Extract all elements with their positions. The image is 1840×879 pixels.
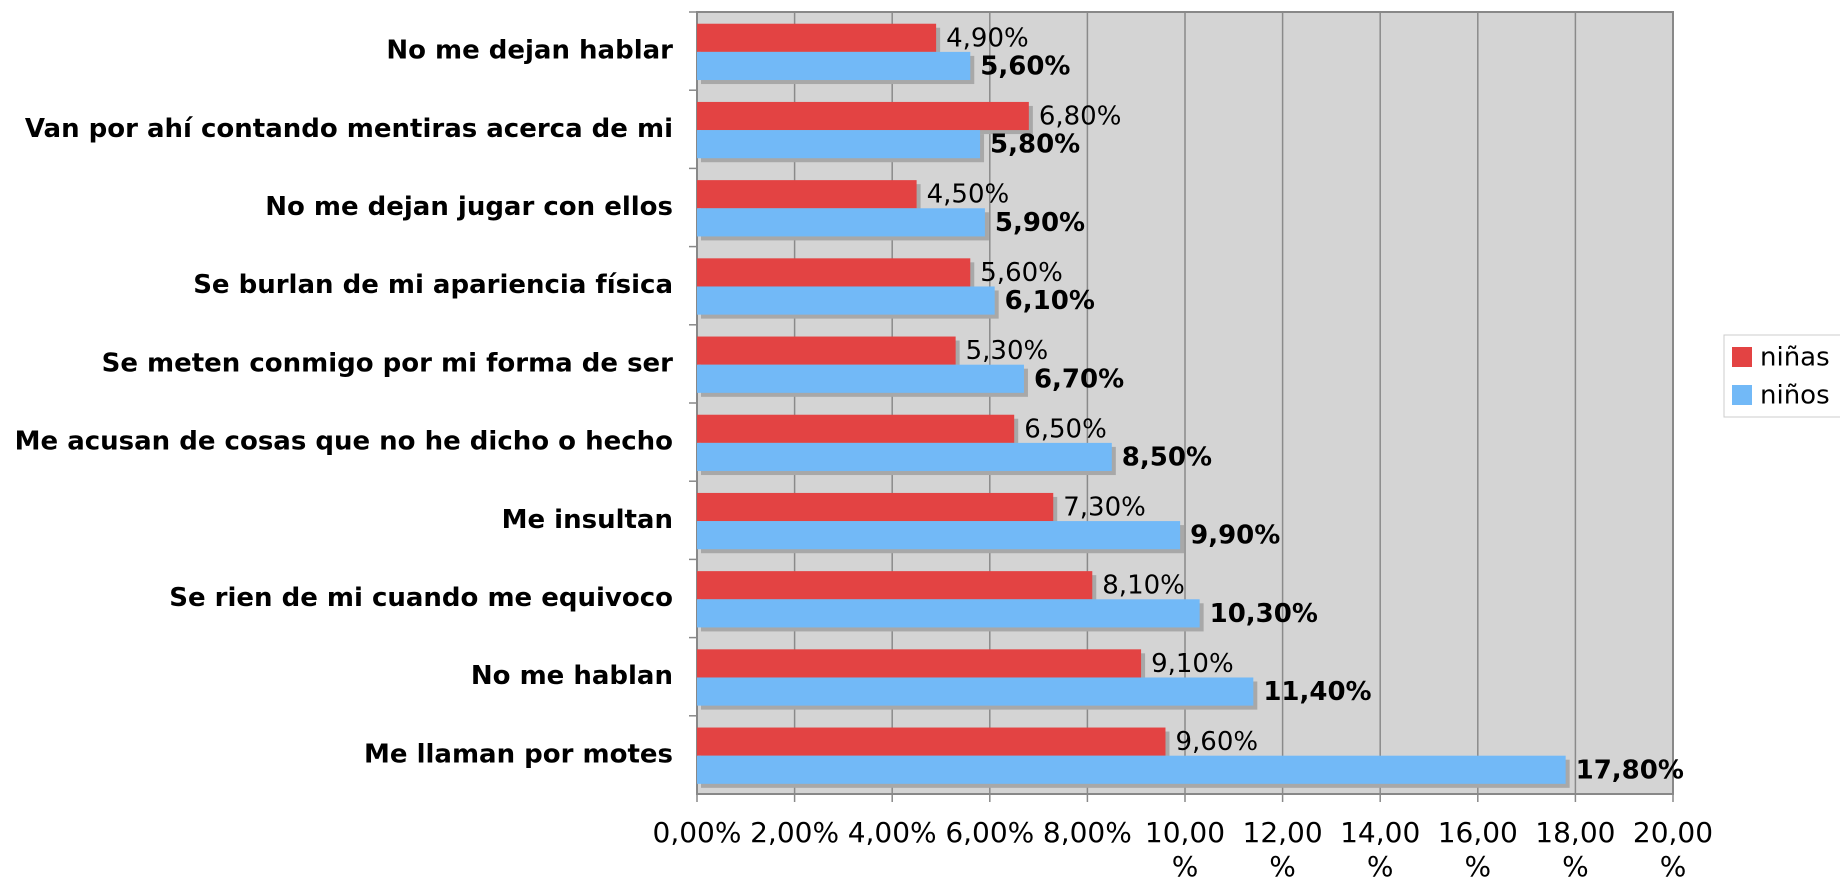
bar bbox=[697, 727, 1166, 756]
value-label: 10,30% bbox=[1210, 599, 1318, 629]
bar bbox=[697, 208, 985, 237]
bar bbox=[697, 130, 981, 159]
value-label: 8,10% bbox=[1102, 571, 1185, 601]
y-tick-label: Van por ahí contando mentiras acerca de … bbox=[25, 114, 673, 144]
x-tick-label: 20,00% bbox=[1632, 816, 1714, 879]
value-label: 5,80% bbox=[990, 130, 1080, 160]
y-tick-label: Se meten conmigo por mi forma de ser bbox=[102, 348, 674, 378]
bar bbox=[697, 755, 1566, 784]
x-tick-label: 12,00% bbox=[1242, 816, 1323, 879]
y-tick-label: Se rien de mi cuando me equivoco bbox=[169, 583, 673, 613]
x-tick-label: 0,00% bbox=[652, 816, 742, 849]
y-tick-label: Me insultan bbox=[502, 505, 673, 535]
bar bbox=[697, 258, 971, 287]
bar bbox=[697, 599, 1200, 628]
bar bbox=[697, 336, 956, 365]
bar bbox=[697, 364, 1024, 393]
value-label: 6,70% bbox=[1034, 364, 1124, 394]
bar bbox=[697, 180, 917, 209]
value-label: 5,90% bbox=[995, 208, 1085, 238]
value-label: 6,80% bbox=[1039, 102, 1122, 132]
bar bbox=[697, 101, 1029, 131]
bar bbox=[697, 414, 1015, 443]
value-label: 4,50% bbox=[927, 180, 1010, 210]
value-label: 9,60% bbox=[1175, 727, 1258, 757]
bar bbox=[697, 649, 1142, 678]
value-label: 17,80% bbox=[1576, 755, 1684, 785]
y-tick-label: Me llaman por motes bbox=[364, 739, 673, 769]
value-label: 5,60% bbox=[980, 258, 1063, 288]
x-tick-label: 4,00% bbox=[847, 816, 937, 849]
x-tick-label: 16,00% bbox=[1437, 816, 1518, 879]
value-label: 4,90% bbox=[946, 23, 1029, 53]
value-label: 5,30% bbox=[966, 336, 1049, 366]
x-tick-label: 2,00% bbox=[750, 816, 840, 849]
bar bbox=[697, 23, 937, 52]
legend-label: niñas bbox=[1760, 343, 1830, 373]
y-tick-label: No me hablan bbox=[471, 661, 673, 691]
bar bbox=[697, 51, 971, 81]
y-tick-label: No me dejan hablar bbox=[386, 36, 673, 66]
value-label: 11,40% bbox=[1263, 677, 1371, 707]
legend-swatch bbox=[1732, 347, 1752, 367]
bar bbox=[697, 442, 1112, 472]
value-label: 9,10% bbox=[1151, 649, 1234, 679]
value-label: 6,50% bbox=[1024, 414, 1107, 444]
y-tick-label: No me dejan jugar con ellos bbox=[265, 192, 673, 222]
x-tick-label: 14,00% bbox=[1340, 816, 1421, 879]
value-label: 7,30% bbox=[1063, 493, 1146, 523]
bar bbox=[697, 521, 1181, 550]
x-tick-label: 6,00% bbox=[945, 816, 1035, 849]
value-label: 6,10% bbox=[1005, 286, 1095, 316]
value-label: 9,90% bbox=[1190, 521, 1280, 551]
legend-swatch bbox=[1732, 385, 1752, 405]
bar bbox=[697, 571, 1093, 600]
bar bbox=[697, 677, 1254, 706]
bar bbox=[697, 286, 995, 315]
value-label: 8,50% bbox=[1122, 442, 1212, 472]
x-tick-label: 8,00% bbox=[1042, 816, 1132, 849]
bar bbox=[697, 492, 1054, 522]
y-tick-label: Me acusan de cosas que no he dicho o hec… bbox=[15, 427, 673, 457]
x-tick-label: 10,00% bbox=[1144, 816, 1226, 879]
legend-label: niños bbox=[1760, 381, 1830, 411]
y-tick-label: Se burlan de mi apariencia física bbox=[193, 270, 673, 300]
x-tick-label: 18,00% bbox=[1535, 816, 1616, 879]
value-label: 5,60% bbox=[980, 51, 1070, 81]
